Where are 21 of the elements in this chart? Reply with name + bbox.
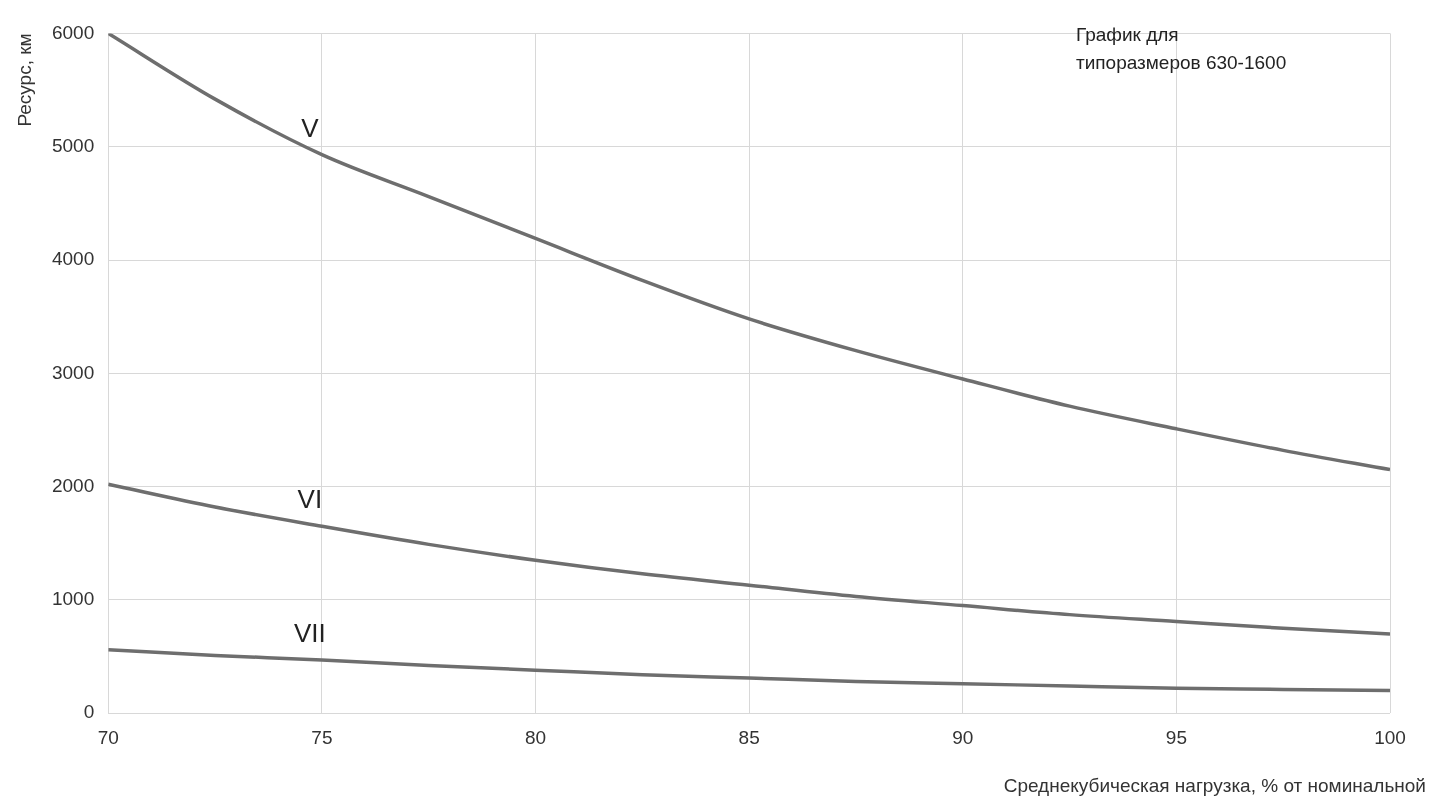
- x-tick-label: 80: [524, 726, 547, 748]
- series-label: VII: [293, 618, 326, 649]
- x-tick-label: 70: [97, 726, 119, 748]
- y-tick-label: 3000: [51, 361, 95, 383]
- x-tick-label: 85: [738, 726, 760, 748]
- x-axis-title: Среднекубическая нагрузка, % от номинальной: [1003, 774, 1426, 796]
- y-tick-label: 4000: [51, 248, 95, 270]
- x-tick-label: 100: [1374, 726, 1406, 748]
- x-tick-label: 75: [311, 726, 333, 748]
- x-tick-label: 90: [952, 726, 974, 748]
- y-tick-label: 6000: [51, 21, 95, 43]
- y-axis-title: Ресурс, км: [14, 33, 36, 127]
- y-tick-label: 1000: [51, 588, 95, 610]
- y-tick-label: 5000: [51, 134, 95, 156]
- annotation: График для типоразмеров 630-1600: [1075, 23, 1287, 73]
- x-tick-label: 95: [1165, 726, 1187, 748]
- series-label: V: [301, 112, 320, 143]
- line-series: [108, 648, 1390, 693]
- series-label: VI: [297, 484, 323, 515]
- y-tick-label: 2000: [51, 474, 95, 496]
- y-tick-label: 0: [83, 701, 95, 723]
